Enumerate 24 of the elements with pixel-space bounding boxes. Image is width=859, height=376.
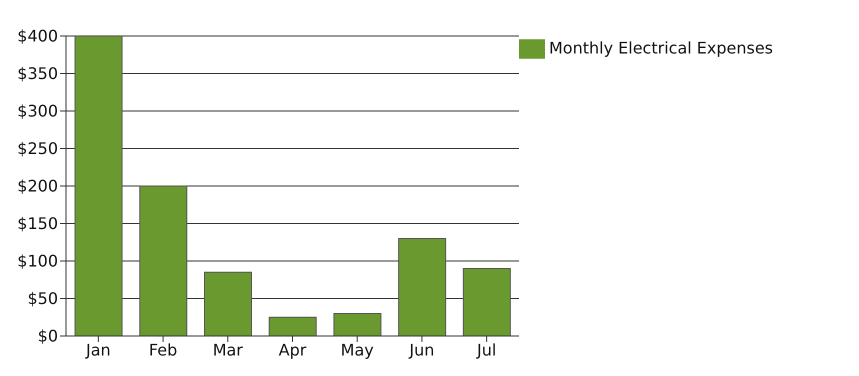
y-tick-label: $50 bbox=[27, 289, 58, 308]
legend-label: Monthly Electrical Expenses bbox=[549, 38, 774, 58]
y-tick-label: $350 bbox=[17, 64, 58, 84]
y-tick-label: $400 bbox=[17, 26, 58, 46]
bar bbox=[462, 268, 511, 336]
x-tick-label: May bbox=[340, 340, 374, 360]
x-tick-label: Jun bbox=[408, 340, 434, 360]
x-tick-label: Feb bbox=[148, 340, 178, 360]
y-tick-label: $300 bbox=[17, 102, 58, 121]
y-tick-label: $200 bbox=[17, 176, 58, 196]
x-tick-label: Mar bbox=[212, 340, 244, 360]
y-tick-label: $150 bbox=[17, 214, 58, 234]
bar bbox=[204, 272, 252, 336]
x-tick-label: Jul bbox=[476, 340, 496, 360]
bar bbox=[268, 316, 317, 336]
bar bbox=[333, 313, 382, 336]
x-tick-label: Apr bbox=[278, 340, 307, 360]
bar bbox=[139, 186, 188, 336]
bar bbox=[398, 238, 446, 336]
x-tick-label: Jan bbox=[85, 340, 111, 360]
y-tick-label: $0 bbox=[38, 326, 58, 346]
bar bbox=[74, 36, 123, 336]
y-tick-label: $250 bbox=[17, 139, 58, 158]
y-tick-label: $100 bbox=[17, 252, 58, 271]
